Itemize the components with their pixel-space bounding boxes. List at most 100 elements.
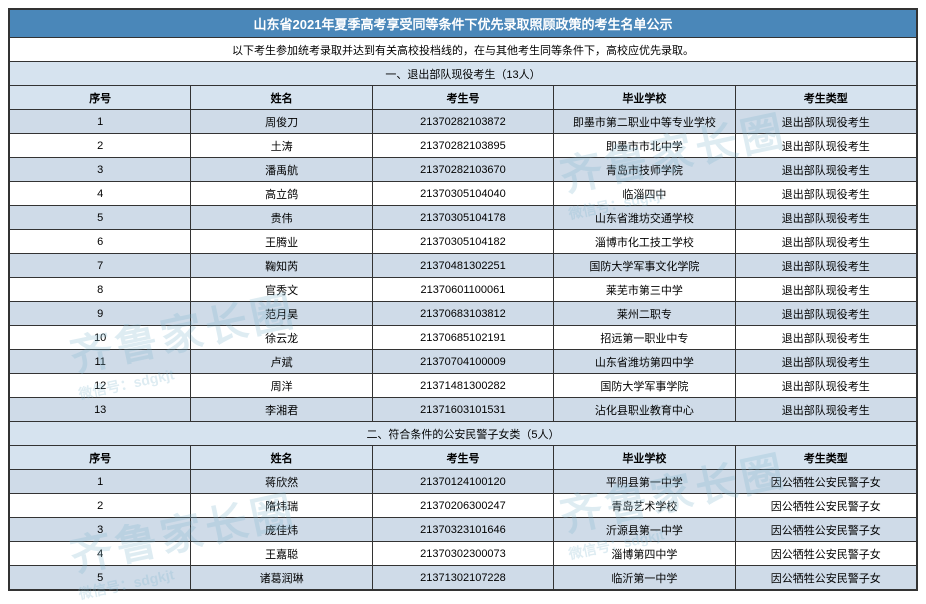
col-header-idx: 序号 [10, 86, 191, 110]
col-header-idx: 序号 [10, 446, 191, 470]
cell-type: 退出部队现役考生 [735, 206, 916, 230]
table-row: 8官秀文21370601100061莱芜市第三中学退出部队现役考生 [10, 278, 917, 302]
cell-school: 莱州二职专 [554, 302, 735, 326]
cell-school: 淄博市化工技工学校 [554, 230, 735, 254]
cell-exam: 21370323101646 [372, 518, 553, 542]
cell-exam: 21370685102191 [372, 326, 553, 350]
cell-type: 退出部队现役考生 [735, 326, 916, 350]
cell-name: 王嘉聪 [191, 542, 372, 566]
cell-name: 鞠知芮 [191, 254, 372, 278]
cell-school: 青岛市技师学院 [554, 158, 735, 182]
cell-exam: 21370282103872 [372, 110, 553, 134]
table-row: 5诸葛润琳21371302107228临沂第一中学因公牺牲公安民警子女 [10, 566, 917, 590]
cell-school: 山东省潍坊交通学校 [554, 206, 735, 230]
col-header-school: 毕业学校 [554, 86, 735, 110]
cell-idx: 4 [10, 542, 191, 566]
cell-school: 淄博第四中学 [554, 542, 735, 566]
cell-school: 平阴县第一中学 [554, 470, 735, 494]
cell-type: 退出部队现役考生 [735, 398, 916, 422]
cell-school: 青岛艺术学校 [554, 494, 735, 518]
cell-school: 即墨市第二职业中等专业学校 [554, 110, 735, 134]
cell-exam: 21370305104182 [372, 230, 553, 254]
cell-idx: 12 [10, 374, 191, 398]
table-row: 5贵伟21370305104178山东省潍坊交通学校退出部队现役考生 [10, 206, 917, 230]
cell-idx: 5 [10, 206, 191, 230]
table-container: 山东省2021年夏季高考享受同等条件下优先录取照顾政策的考生名单公示以下考生参加… [8, 8, 918, 591]
cell-type: 退出部队现役考生 [735, 134, 916, 158]
cell-type: 因公牺牲公安民警子女 [735, 494, 916, 518]
cell-name: 李湘君 [191, 398, 372, 422]
cell-school: 山东省潍坊第四中学 [554, 350, 735, 374]
column-header-row: 序号姓名考生号毕业学校考生类型 [10, 446, 917, 470]
section-heading-row: 一、退出部队现役考生（13人） [10, 62, 917, 86]
cell-school: 国防大学军事文化学院 [554, 254, 735, 278]
cell-idx: 2 [10, 494, 191, 518]
section-heading: 一、退出部队现役考生（13人） [10, 62, 917, 86]
cell-name: 王腾业 [191, 230, 372, 254]
table-row: 1蒋欣然21370124100120平阴县第一中学因公牺牲公安民警子女 [10, 470, 917, 494]
table-row: 7鞠知芮21370481302251国防大学军事文化学院退出部队现役考生 [10, 254, 917, 278]
cell-idx: 4 [10, 182, 191, 206]
cell-exam: 21370124100120 [372, 470, 553, 494]
col-header-type: 考生类型 [735, 86, 916, 110]
cell-type: 因公牺牲公安民警子女 [735, 470, 916, 494]
cell-idx: 3 [10, 518, 191, 542]
cell-name: 庞佳炜 [191, 518, 372, 542]
cell-exam: 21370282103895 [372, 134, 553, 158]
column-header-row: 序号姓名考生号毕业学校考生类型 [10, 86, 917, 110]
cell-idx: 13 [10, 398, 191, 422]
cell-name: 卢斌 [191, 350, 372, 374]
cell-exam: 21370305104178 [372, 206, 553, 230]
cell-school: 临沂第一中学 [554, 566, 735, 590]
cell-type: 因公牺牲公安民警子女 [735, 542, 916, 566]
cell-exam: 21371603101531 [372, 398, 553, 422]
cell-school: 沾化县职业教育中心 [554, 398, 735, 422]
table-row: 6王腾业21370305104182淄博市化工技工学校退出部队现役考生 [10, 230, 917, 254]
cell-school: 沂源县第一中学 [554, 518, 735, 542]
cell-idx: 7 [10, 254, 191, 278]
cell-idx: 6 [10, 230, 191, 254]
cell-exam: 21370481302251 [372, 254, 553, 278]
cell-exam: 21370683103812 [372, 302, 553, 326]
cell-idx: 10 [10, 326, 191, 350]
cell-name: 蒋欣然 [191, 470, 372, 494]
cell-type: 因公牺牲公安民警子女 [735, 566, 916, 590]
cell-name: 诸葛润琳 [191, 566, 372, 590]
cell-exam: 21371302107228 [372, 566, 553, 590]
table-row: 9范月昊21370683103812莱州二职专退出部队现役考生 [10, 302, 917, 326]
cell-exam: 21370282103670 [372, 158, 553, 182]
cell-type: 退出部队现役考生 [735, 278, 916, 302]
cell-school: 即墨市市北中学 [554, 134, 735, 158]
cell-name: 官秀文 [191, 278, 372, 302]
cell-idx: 11 [10, 350, 191, 374]
cell-name: 徐云龙 [191, 326, 372, 350]
cell-idx: 2 [10, 134, 191, 158]
col-header-name: 姓名 [191, 86, 372, 110]
cell-exam: 21370704100009 [372, 350, 553, 374]
cell-idx: 3 [10, 158, 191, 182]
cell-name: 潘禹航 [191, 158, 372, 182]
cell-type: 退出部队现役考生 [735, 254, 916, 278]
cell-idx: 8 [10, 278, 191, 302]
cell-idx: 1 [10, 110, 191, 134]
col-header-exam: 考生号 [372, 446, 553, 470]
col-header-name: 姓名 [191, 446, 372, 470]
table-row: 13李湘君21371603101531沾化县职业教育中心退出部队现役考生 [10, 398, 917, 422]
cell-type: 退出部队现役考生 [735, 158, 916, 182]
section-heading: 二、符合条件的公安民警子女类（5人） [10, 422, 917, 446]
table-row: 11卢斌21370704100009山东省潍坊第四中学退出部队现役考生 [10, 350, 917, 374]
cell-type: 退出部队现役考生 [735, 182, 916, 206]
instruction-text: 以下考生参加统考录取并达到有关高校投档线的，在与其他考生同等条件下，高校应优先录… [10, 38, 917, 62]
table-row: 2隋炜瑞21370206300247青岛艺术学校因公牺牲公安民警子女 [10, 494, 917, 518]
cell-idx: 1 [10, 470, 191, 494]
cell-school: 莱芜市第三中学 [554, 278, 735, 302]
table-row: 1周俊刀21370282103872即墨市第二职业中等专业学校退出部队现役考生 [10, 110, 917, 134]
cell-type: 退出部队现役考生 [735, 350, 916, 374]
cell-type: 因公牺牲公安民警子女 [735, 518, 916, 542]
instruction-row: 以下考生参加统考录取并达到有关高校投档线的，在与其他考生同等条件下，高校应优先录… [10, 38, 917, 62]
col-header-type: 考生类型 [735, 446, 916, 470]
table-row: 3庞佳炜21370323101646沂源县第一中学因公牺牲公安民警子女 [10, 518, 917, 542]
table-row: 4王嘉聪21370302300073淄博第四中学因公牺牲公安民警子女 [10, 542, 917, 566]
cell-exam: 21370206300247 [372, 494, 553, 518]
cell-name: 贵伟 [191, 206, 372, 230]
